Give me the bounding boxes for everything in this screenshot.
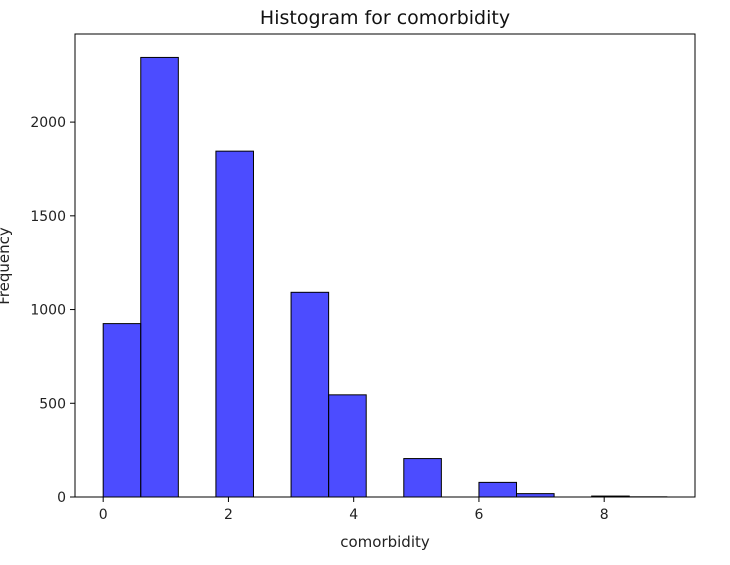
y-tick-label: 500 <box>39 396 66 412</box>
x-tick-label: 0 <box>99 507 108 523</box>
x-axis: 0 2 4 6 8 <box>99 497 609 523</box>
histogram-bar <box>102 323 142 498</box>
plot-frame <box>74 33 696 498</box>
y-tick-label: 2000 <box>30 115 66 131</box>
histogram-bar <box>403 458 442 498</box>
y-tick-label: 0 <box>57 490 66 506</box>
histogram-bar <box>140 56 179 498</box>
histogram-bar <box>478 481 518 498</box>
y-tick-label: 1500 <box>30 209 66 225</box>
histogram-bar <box>215 150 254 498</box>
x-tick-label: 8 <box>600 507 609 523</box>
x-tick-label: 4 <box>349 507 358 523</box>
x-tick-label: 6 <box>474 507 483 523</box>
x-axis-label: comorbidity <box>340 533 430 551</box>
y-tick-label: 1000 <box>30 303 66 319</box>
bars-group <box>102 56 668 498</box>
histogram-bar <box>328 394 367 498</box>
histogram-bar <box>290 291 330 498</box>
histogram-bar <box>516 493 555 498</box>
y-axis-label: Frequency <box>0 227 13 305</box>
x-tick-label: 2 <box>224 507 233 523</box>
y-axis: 0 500 1000 1500 2000 <box>30 115 75 506</box>
chart-title: Histogram for comorbidity <box>260 7 510 29</box>
